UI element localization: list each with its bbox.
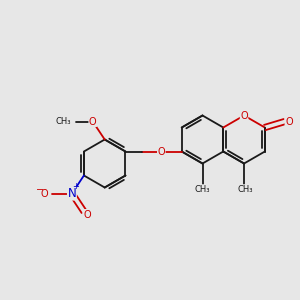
Text: CH₃: CH₃ <box>56 117 71 126</box>
Text: CH₃: CH₃ <box>238 185 253 194</box>
Text: O: O <box>285 117 293 127</box>
Text: +: + <box>72 182 79 191</box>
Text: O: O <box>83 209 91 220</box>
Text: O: O <box>89 116 97 127</box>
Text: O: O <box>158 146 165 157</box>
Text: CH₃: CH₃ <box>195 185 210 194</box>
Text: O: O <box>41 188 49 199</box>
Text: N: N <box>68 187 76 200</box>
Text: −: − <box>36 185 44 195</box>
Text: O: O <box>240 110 248 121</box>
